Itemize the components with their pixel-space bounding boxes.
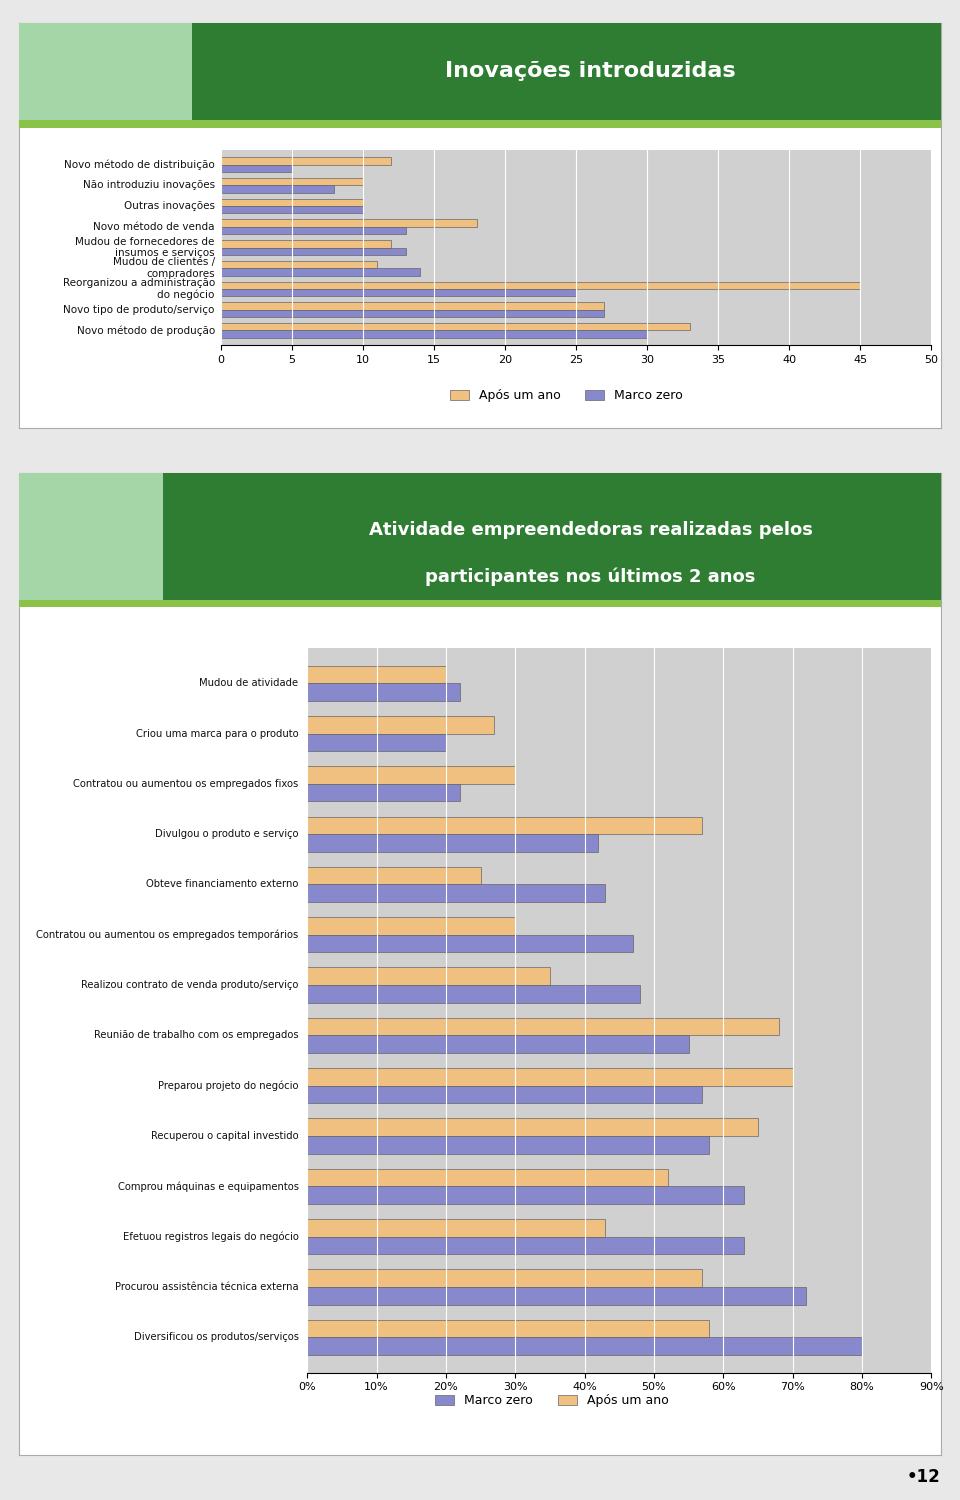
Text: Divulgou o produto e serviço: Divulgou o produto e serviço — [156, 830, 299, 839]
Bar — [221, 158, 392, 165]
Text: Novo tipo de produto/serviço: Novo tipo de produto/serviço — [63, 304, 215, 315]
Text: Preparou projeto do negócio: Preparou projeto do negócio — [158, 1080, 299, 1090]
Bar — [307, 885, 606, 902]
Bar — [307, 1220, 606, 1236]
Bar — [221, 261, 377, 268]
Bar — [307, 716, 494, 734]
Bar — [307, 968, 550, 986]
Bar — [307, 834, 598, 852]
Bar — [307, 1186, 744, 1204]
Legend: Marco zero, Após um ano: Marco zero, Após um ano — [430, 1389, 674, 1413]
Bar — [221, 206, 363, 213]
Bar — [221, 186, 334, 192]
Bar — [221, 309, 605, 316]
Bar — [307, 1136, 709, 1154]
Bar — [307, 766, 516, 784]
Legend: Após um ano, Marco zero: Após um ano, Marco zero — [444, 384, 688, 408]
Bar — [221, 240, 392, 248]
Bar — [221, 226, 405, 234]
Text: Outras inovações: Outras inovações — [124, 201, 215, 211]
Bar — [307, 1338, 862, 1354]
Text: Procurou assistência técnica externa: Procurou assistência técnica externa — [115, 1282, 299, 1292]
Bar — [307, 1068, 793, 1086]
Bar — [307, 784, 460, 801]
Bar — [221, 330, 647, 338]
Bar — [221, 248, 405, 255]
Text: Efetuou registros legais do negócio: Efetuou registros legais do negócio — [123, 1232, 299, 1242]
Text: Criou uma marca para o produto: Criou uma marca para o produto — [136, 729, 299, 738]
Bar — [307, 1086, 703, 1104]
Bar — [307, 986, 640, 1002]
Bar — [221, 178, 363, 186]
Bar — [221, 290, 576, 297]
Text: Contratou ou aumentou os empregados fixos: Contratou ou aumentou os empregados fixo… — [73, 778, 299, 789]
Bar — [221, 322, 689, 330]
Text: participantes nos últimos 2 anos: participantes nos últimos 2 anos — [425, 568, 756, 586]
Text: Recuperou o capital investido: Recuperou o capital investido — [151, 1131, 299, 1142]
Text: Inovações introduzidas: Inovações introduzidas — [445, 62, 736, 81]
Bar — [307, 816, 703, 834]
Text: Comprou máquinas e equipamentos: Comprou máquinas e equipamentos — [117, 1180, 299, 1191]
Text: Mudou de atividade: Mudou de atividade — [200, 678, 299, 688]
Text: Novo método de produção: Novo método de produção — [77, 326, 215, 336]
Bar — [221, 282, 860, 290]
Bar — [307, 916, 516, 934]
Bar — [221, 303, 605, 309]
Text: Reorganizou a administração
do negócio: Reorganizou a administração do negócio — [62, 278, 215, 300]
Bar — [307, 734, 445, 752]
Text: Contratou ou aumentou os empregados temporários: Contratou ou aumentou os empregados temp… — [36, 930, 299, 940]
Bar — [221, 219, 476, 226]
Bar — [307, 1035, 688, 1053]
Bar — [221, 200, 363, 206]
Bar — [221, 165, 292, 172]
Bar — [307, 1287, 806, 1305]
Text: Atividade empreendedoras realizadas pelos: Atividade empreendedoras realizadas pelo… — [369, 520, 812, 538]
Text: Reunião de trabalho com os empregados: Reunião de trabalho com os empregados — [94, 1030, 299, 1041]
Bar — [307, 1119, 757, 1136]
Bar — [307, 682, 460, 700]
Bar — [307, 867, 481, 885]
Text: Realizou contrato de venda produto/serviço: Realizou contrato de venda produto/servi… — [82, 980, 299, 990]
Text: Não introduziu inovações: Não introduziu inovações — [83, 180, 215, 190]
Bar — [307, 1168, 668, 1186]
Text: Mudou de clientes /
compradores: Mudou de clientes / compradores — [112, 258, 215, 279]
Text: Novo método de venda: Novo método de venda — [93, 222, 215, 232]
Bar — [307, 1019, 779, 1035]
Bar — [307, 934, 633, 952]
Text: Diversificou os produtos/serviços: Diversificou os produtos/serviços — [133, 1332, 299, 1342]
Bar — [307, 1320, 709, 1338]
Bar — [307, 666, 445, 682]
Bar — [221, 268, 420, 276]
Bar — [307, 1269, 703, 1287]
Text: •12: •12 — [907, 1468, 941, 1486]
Text: Novo método de distribuição: Novo método de distribuição — [64, 159, 215, 170]
Bar — [307, 1236, 744, 1254]
Text: Obteve financiamento externo: Obteve financiamento externo — [146, 879, 299, 890]
Text: Mudou de fornecedores de
insumos e serviços: Mudou de fornecedores de insumos e servi… — [76, 237, 215, 258]
